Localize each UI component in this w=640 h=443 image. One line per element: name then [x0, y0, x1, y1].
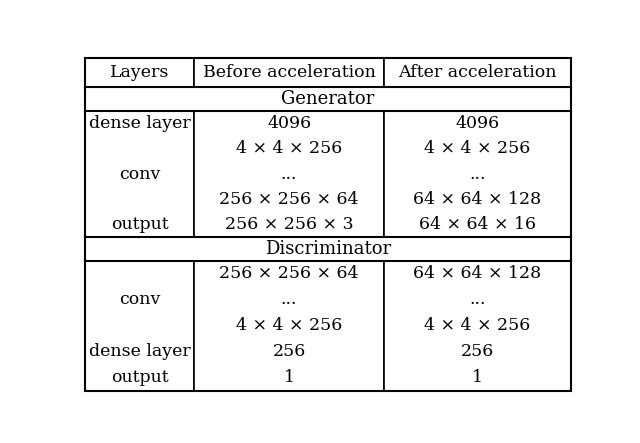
Text: dense layer: dense layer — [89, 115, 191, 132]
Bar — [384, 58, 571, 87]
Text: ...: ... — [469, 166, 486, 183]
Bar — [85, 237, 571, 260]
Text: ...: ... — [281, 166, 298, 183]
Text: 1: 1 — [472, 369, 483, 386]
Text: 256 × 256 × 3: 256 × 256 × 3 — [225, 216, 353, 233]
Text: 4 × 4 × 256: 4 × 4 × 256 — [236, 317, 342, 334]
Bar — [195, 58, 384, 87]
Bar — [85, 260, 195, 391]
Text: 4096: 4096 — [267, 115, 311, 132]
Bar — [85, 111, 195, 237]
Text: output: output — [111, 216, 168, 233]
Text: Before acceleration: Before acceleration — [203, 64, 376, 82]
Text: ...: ... — [469, 291, 486, 308]
Text: Layers: Layers — [110, 64, 170, 82]
Text: 256 × 256 × 64: 256 × 256 × 64 — [220, 191, 359, 208]
Text: 256: 256 — [461, 343, 494, 360]
Text: 4 × 4 × 256: 4 × 4 × 256 — [424, 317, 531, 334]
Text: After acceleration: After acceleration — [398, 64, 557, 82]
Text: 4 × 4 × 256: 4 × 4 × 256 — [236, 140, 342, 157]
Bar — [85, 87, 571, 111]
Text: conv: conv — [119, 291, 161, 308]
Text: 256 × 256 × 64: 256 × 256 × 64 — [220, 265, 359, 282]
Text: 4 × 4 × 256: 4 × 4 × 256 — [424, 140, 531, 157]
Bar — [85, 58, 195, 87]
Bar — [195, 111, 384, 237]
Text: dense layer: dense layer — [89, 343, 191, 360]
Text: ...: ... — [281, 291, 298, 308]
Text: 64 × 64 × 128: 64 × 64 × 128 — [413, 191, 541, 208]
Text: 1: 1 — [284, 369, 294, 386]
Bar — [384, 111, 571, 237]
Text: 4096: 4096 — [456, 115, 500, 132]
Bar — [195, 260, 384, 391]
Text: conv: conv — [119, 166, 161, 183]
Text: Discriminator: Discriminator — [265, 240, 391, 258]
Text: output: output — [111, 369, 168, 386]
Text: 64 × 64 × 16: 64 × 64 × 16 — [419, 216, 536, 233]
Text: Generator: Generator — [282, 90, 374, 108]
Text: 256: 256 — [273, 343, 306, 360]
Bar — [384, 260, 571, 391]
Text: 64 × 64 × 128: 64 × 64 × 128 — [413, 265, 541, 282]
